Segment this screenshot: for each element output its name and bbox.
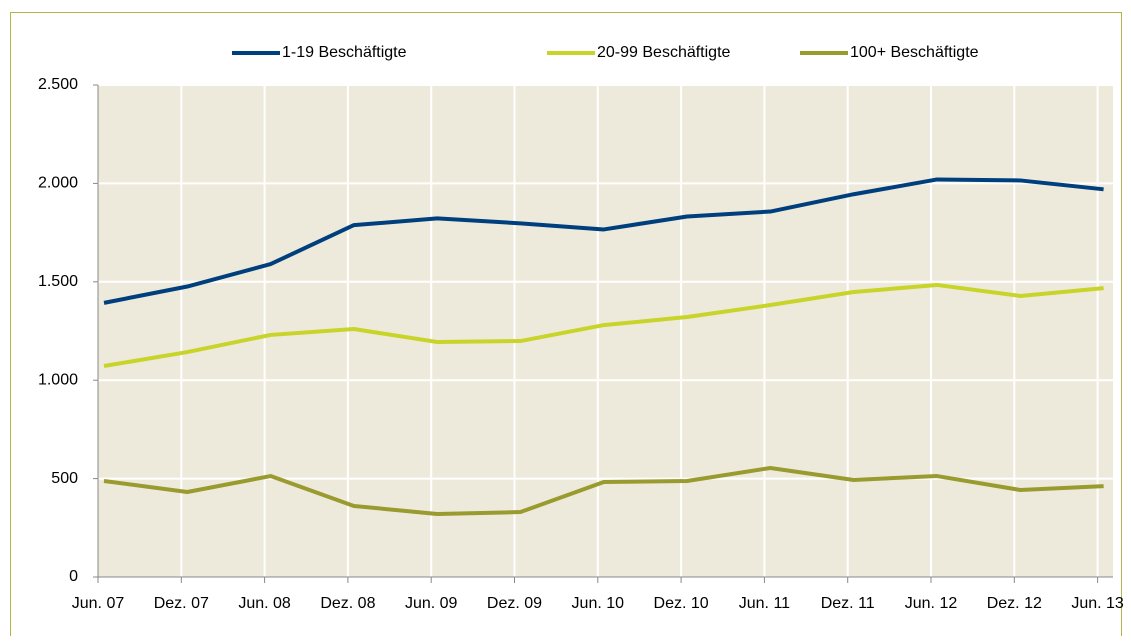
y-tick-label: 1.500 [38,273,78,290]
legend-label: 20-99 Beschäftigte [597,44,731,61]
legend-label: 100+ Beschäftigte [850,44,979,61]
x-tick-label: Dez. 12 [987,595,1042,612]
x-tick-label: Jun. 11 [739,595,790,612]
x-tick-label: Dez. 08 [320,595,375,612]
series-line [103,282,1104,369]
plot-area [98,85,1113,577]
x-tick-label: Jun. 08 [238,595,291,612]
x-tick-label: Jun. 10 [572,595,625,612]
series-line [103,177,1104,305]
y-tick-label: 0 [69,568,78,585]
x-tick-label: Dez. 09 [487,595,542,612]
y-tick-label: 2.500 [38,76,78,93]
y-tick-label: 500 [51,470,78,487]
x-tick-label: Jun. 09 [405,595,458,612]
x-tick-label: Jun. 12 [905,595,958,612]
x-tick-label: Dez. 07 [154,595,209,612]
y-tick-label: 1.000 [38,371,78,388]
x-tick-label: Jun. 13 [1071,595,1124,612]
series-line [103,465,1104,517]
x-tick-label: Dez. 10 [654,595,709,612]
x-tick-label: Dez. 11 [821,595,875,612]
x-tick-label: Jun. 07 [72,595,125,612]
y-tick-label: 2.000 [38,175,78,192]
legend-label: 1-19 Beschäftigte [282,44,407,61]
